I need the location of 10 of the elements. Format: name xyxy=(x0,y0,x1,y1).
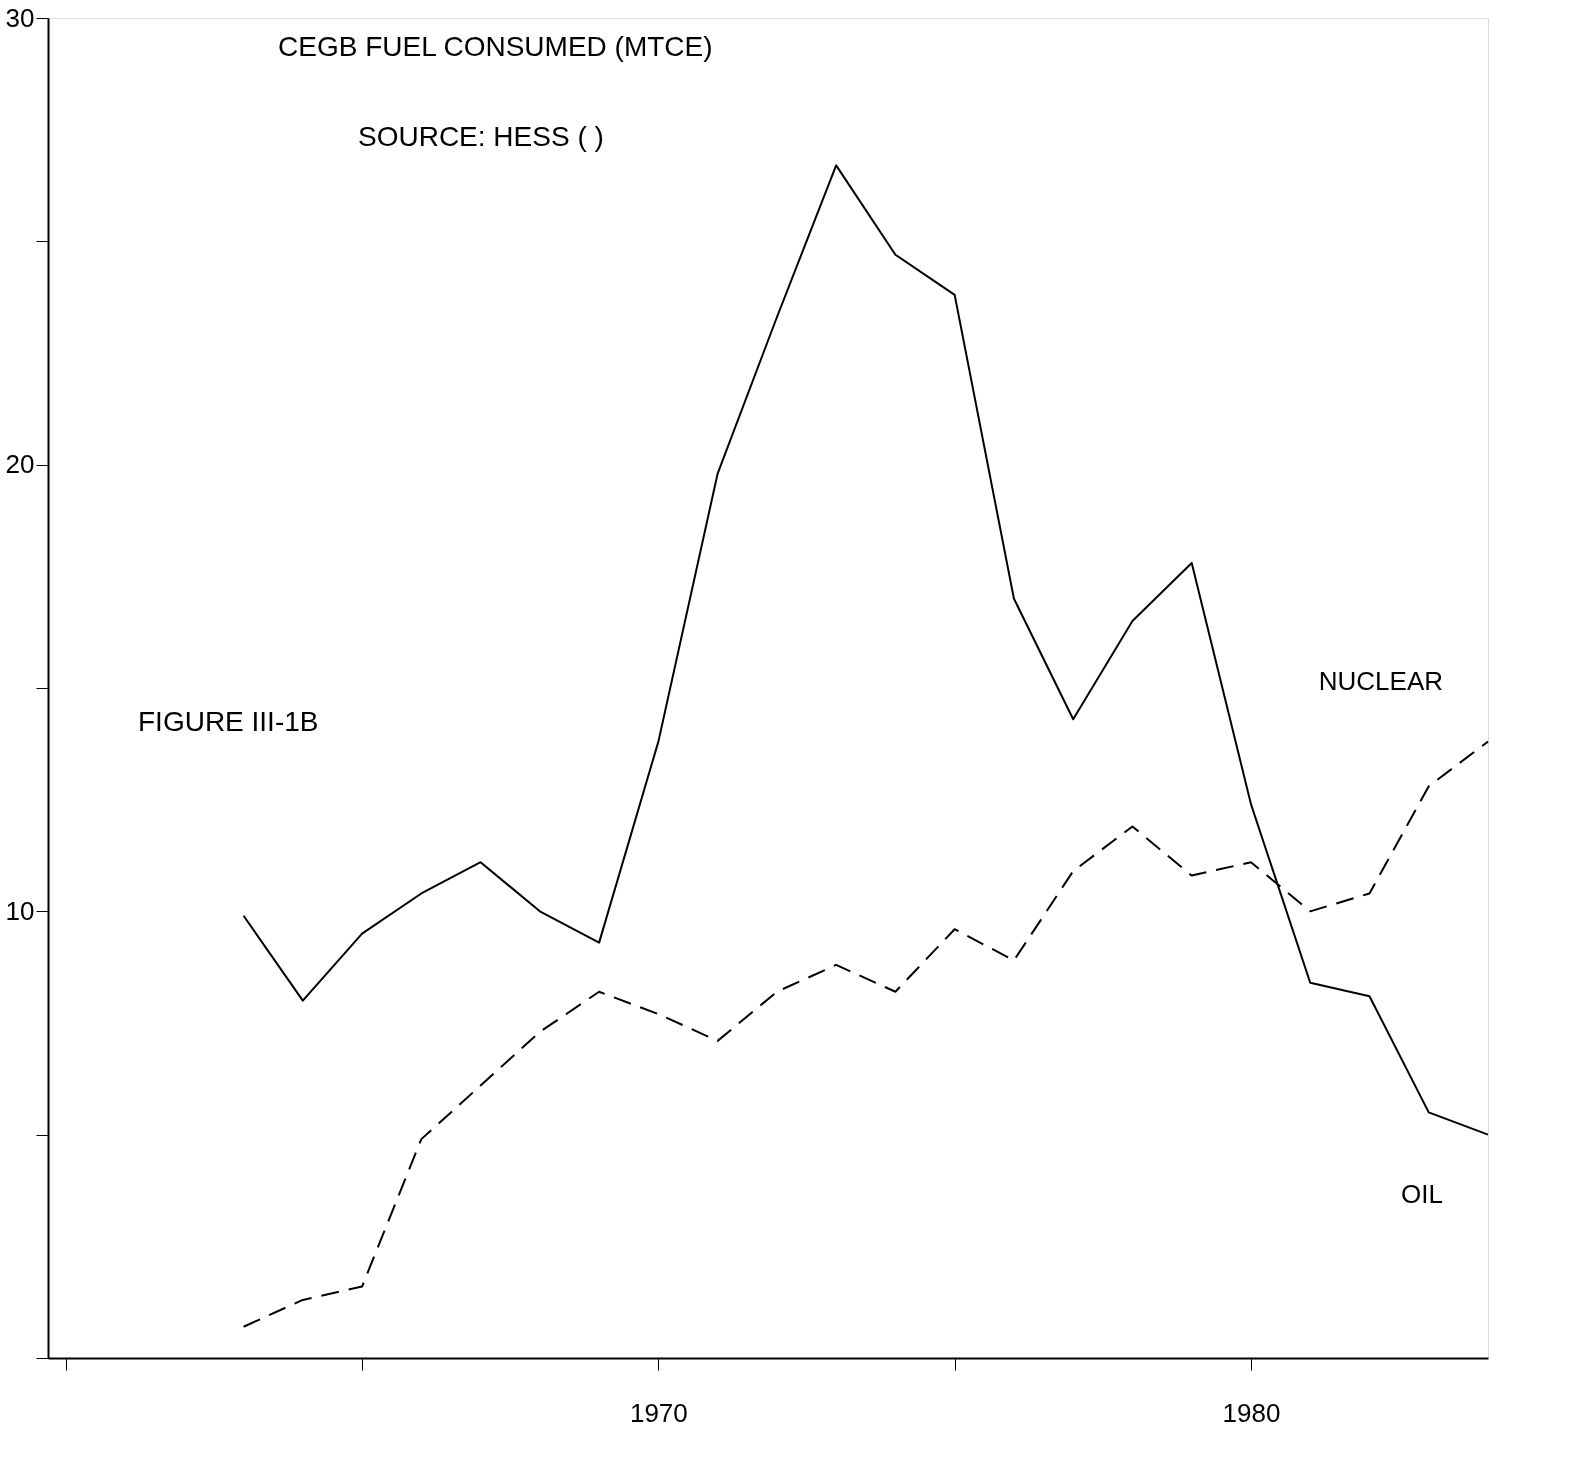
chart-title: CEGB FUEL CONSUMED (MTCE) xyxy=(278,31,713,62)
y-tick-label: 20 xyxy=(5,449,35,480)
text: SOURCE: HESS ( ) xyxy=(358,121,604,152)
x-tick-label: 1980 xyxy=(1222,1397,1281,1428)
annotation: FIGURE III-1B xyxy=(138,706,319,737)
x-tick-label: 1970 xyxy=(629,1397,688,1428)
y-tick-label: 10 xyxy=(5,895,35,926)
text: OIL xyxy=(1401,1178,1443,1209)
y-tick-label: 30 xyxy=(5,2,35,33)
text: NUCLEAR xyxy=(1318,665,1443,696)
